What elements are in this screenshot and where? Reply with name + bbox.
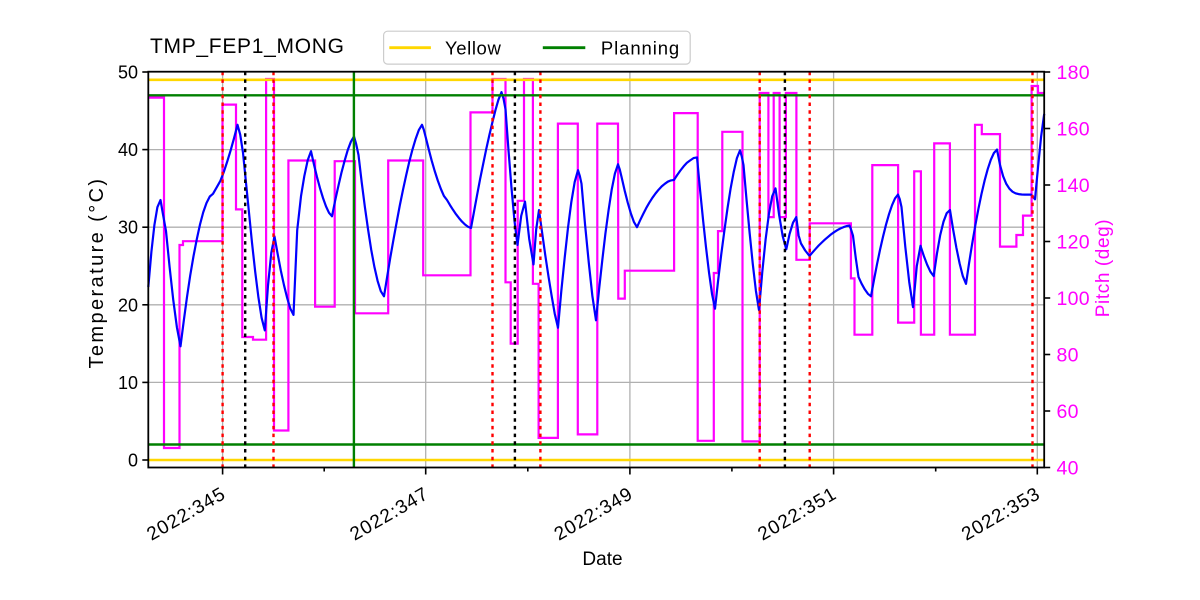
svg-text:120: 120 [1057,232,1090,254]
svg-text:Planning: Planning [601,38,680,59]
svg-text:Date: Date [582,549,622,570]
svg-text:140: 140 [1057,175,1090,197]
svg-text:10: 10 [118,373,138,393]
svg-text:30: 30 [118,218,138,238]
svg-text:20: 20 [118,295,138,315]
svg-text:180: 180 [1057,62,1090,84]
svg-text:Yellow: Yellow [445,38,501,59]
svg-text:50: 50 [118,63,138,83]
svg-text:0: 0 [128,451,138,471]
svg-text:40: 40 [118,140,138,160]
svg-text:60: 60 [1057,401,1079,423]
svg-text:Temperature (°C): Temperature (°C) [86,177,108,369]
svg-text:TMP_FEP1_MONG: TMP_FEP1_MONG [150,35,345,58]
svg-text:40: 40 [1057,458,1079,480]
svg-text:160: 160 [1057,119,1090,141]
svg-text:100: 100 [1057,288,1090,310]
svg-text:80: 80 [1057,345,1079,367]
svg-text:Pitch (deg): Pitch (deg) [1093,219,1114,317]
